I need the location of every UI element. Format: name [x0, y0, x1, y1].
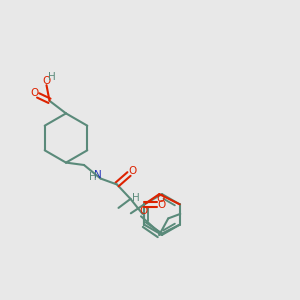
- Text: O: O: [30, 88, 38, 98]
- Text: O: O: [156, 194, 164, 205]
- Text: H: H: [132, 193, 140, 203]
- Text: O: O: [42, 76, 51, 86]
- Text: O: O: [139, 206, 148, 217]
- Text: O: O: [157, 200, 165, 211]
- Text: H: H: [89, 172, 97, 182]
- Text: N: N: [94, 170, 102, 180]
- Text: H: H: [48, 72, 56, 82]
- Text: O: O: [128, 166, 137, 176]
